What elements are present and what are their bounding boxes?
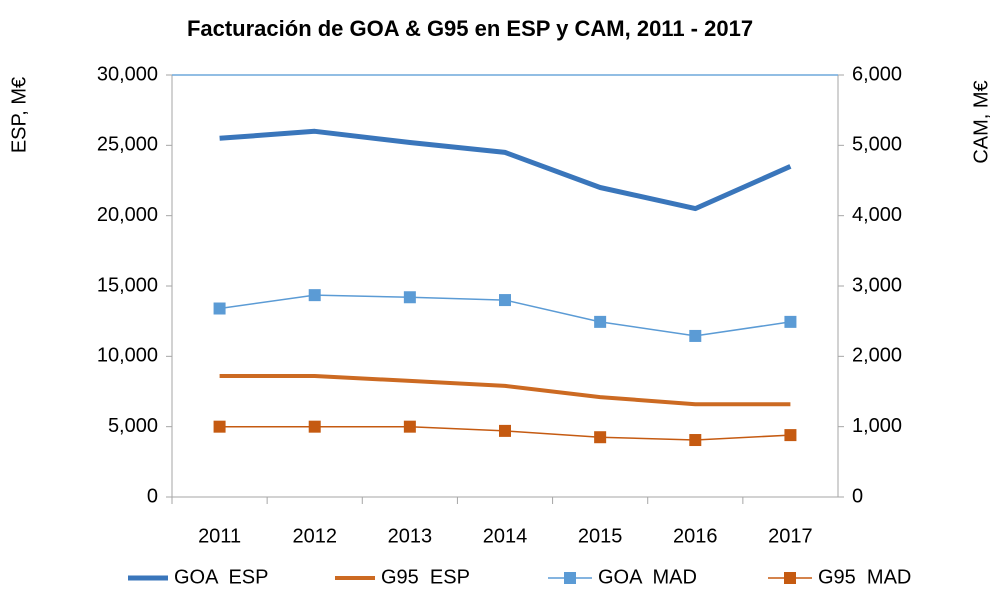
- marker: [499, 424, 511, 437]
- marker: [213, 302, 226, 315]
- marker: [499, 294, 511, 307]
- legend-label: GOA MAD: [598, 566, 697, 588]
- marker: [308, 289, 321, 302]
- series-line: [219, 128, 792, 212]
- y2-tick-label: 6,000: [852, 63, 902, 85]
- y2-tick-label: 2,000: [852, 345, 902, 367]
- y-tick-label: 5,000: [108, 415, 158, 437]
- y2-tick-label: 3,000: [852, 274, 902, 296]
- x-tick-label: 2013: [388, 525, 433, 547]
- legend-label: GOA ESP: [174, 566, 268, 588]
- marker: [213, 420, 226, 433]
- y2-axis-label: CAM, M€: [970, 80, 992, 163]
- y-tick-label: 0: [147, 485, 158, 507]
- y2-tick-label: 1,000: [852, 415, 902, 437]
- legend-label: G95 MAD: [818, 566, 911, 588]
- y2-tick-label: 4,000: [852, 204, 902, 226]
- y-tick-label: 25,000: [97, 134, 158, 156]
- y2-tick-label: 5,000: [852, 134, 902, 156]
- x-tick-label: 2015: [578, 525, 623, 547]
- chart-title: Facturación de GOA & G95 en ESP y CAM, 2…: [187, 16, 753, 41]
- marker: [594, 431, 607, 444]
- legend-marker: [564, 572, 576, 584]
- x-tick-label: 2012: [292, 525, 337, 547]
- marker: [784, 315, 797, 328]
- x-tick-label: 2017: [768, 525, 813, 547]
- y-tick-label: 30,000: [97, 63, 158, 85]
- y2-tick-label: 0: [852, 485, 863, 507]
- x-tick-label: 2014: [483, 525, 528, 547]
- y-axis-label: ESP, M€: [8, 77, 30, 153]
- y-tick-label: 20,000: [97, 204, 158, 226]
- y-tick-label: 15,000: [97, 274, 158, 296]
- series-line: [219, 374, 791, 407]
- marker: [308, 420, 321, 433]
- x-tick-label: 2016: [673, 525, 718, 547]
- marker: [689, 329, 702, 342]
- marker: [403, 420, 416, 433]
- marker: [594, 315, 607, 328]
- marker: [403, 291, 416, 304]
- y-tick-label: 10,000: [97, 345, 158, 367]
- x-tick-label: 2011: [198, 525, 241, 547]
- marker: [689, 434, 702, 447]
- legend-marker: [784, 572, 796, 584]
- legend-label: G95 ESP: [381, 566, 470, 588]
- marker: [784, 429, 797, 442]
